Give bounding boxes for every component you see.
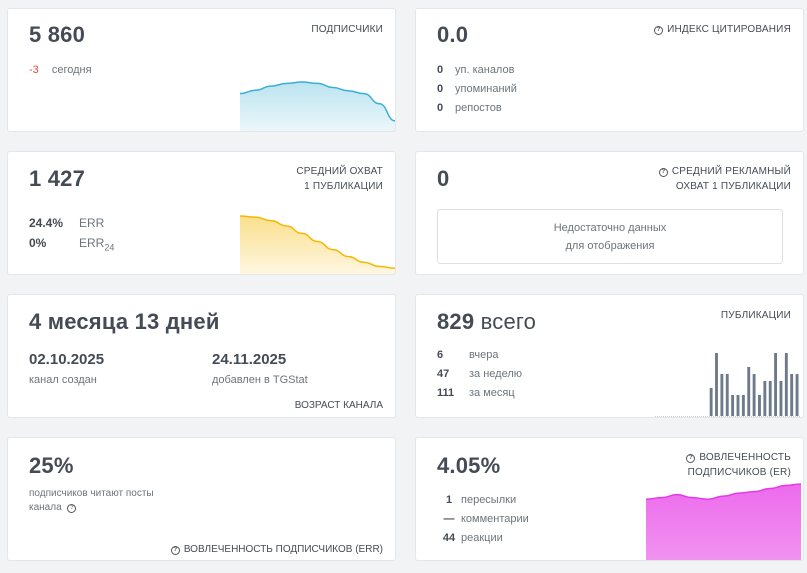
publications-bar[interactable] bbox=[741, 395, 745, 416]
publications-bar[interactable] bbox=[720, 374, 724, 416]
added-label: добавлен в TGStat bbox=[212, 374, 308, 386]
help-icon[interactable]: ? bbox=[658, 168, 668, 177]
err24-label: ERR bbox=[79, 236, 105, 250]
sparkline-area bbox=[240, 216, 395, 274]
help-icon[interactable]: ? bbox=[67, 504, 77, 513]
channel-age-footer: ВОЗРАСТ КАНАЛА bbox=[294, 400, 383, 411]
publications-bar[interactable] bbox=[774, 353, 778, 416]
publications-bar[interactable] bbox=[747, 367, 751, 416]
err-value: 24.4% bbox=[29, 216, 64, 230]
publications-bar[interactable] bbox=[709, 388, 713, 416]
subscribers-delta-row: -3 сегодня bbox=[29, 64, 92, 76]
reach-sparkline bbox=[240, 215, 395, 274]
ad-reach-card[interactable]: 0 ? СРЕДНИЙ РЕКЛАМНЫЙ ОХВАТ 1 ПУБЛИКАЦИИ … bbox=[415, 151, 804, 275]
err-card-footer: ? ВОВЛЕЧЕННОСТЬ ПОДПИСЧИКОВ (ERR) bbox=[170, 544, 383, 555]
publications-bar[interactable] bbox=[731, 395, 735, 416]
help-icon[interactable]: ? bbox=[170, 546, 180, 555]
subscribers-delta-label: сегодня bbox=[51, 64, 92, 76]
err-card[interactable]: 25% подписчиков читают посты канала ? ? В… bbox=[7, 437, 396, 561]
publications-label: ПУБЛИКАЦИИ bbox=[720, 310, 791, 321]
created-date: 02.10.2025 bbox=[29, 351, 105, 368]
help-icon[interactable]: ? bbox=[686, 454, 696, 463]
sparkline-line bbox=[646, 483, 801, 500]
publications-bar[interactable] bbox=[736, 395, 740, 416]
er-card-label: ? ВОВЛЕЧЕННОСТЬ ПОДПИСЧИКОВ (ER) bbox=[686, 452, 791, 478]
err-card-description: подписчиков читают посты канала ? bbox=[29, 488, 154, 513]
reach-label: СРЕДНИЙ ОХВАТ 1 ПУБЛИКАЦИИ bbox=[296, 166, 383, 192]
citation-index-value: 0.0 bbox=[437, 22, 469, 47]
publications-total: 829 всего bbox=[437, 309, 537, 334]
publications-bar[interactable] bbox=[795, 374, 799, 416]
citation-row: 0 уп. каналов bbox=[437, 64, 515, 76]
er-row: — комментарии bbox=[443, 513, 529, 525]
err24-row: 0% ERR24 bbox=[29, 236, 114, 252]
er-row: 1 пересылки bbox=[445, 494, 517, 506]
ad-reach-label: ? СРЕДНИЙ РЕКЛАМНЫЙ ОХВАТ 1 ПУБЛИКАЦИИ bbox=[658, 164, 791, 194]
publications-bar[interactable] bbox=[779, 381, 783, 416]
err-label: ERR bbox=[79, 216, 105, 230]
subscribers-sparkline bbox=[240, 81, 395, 131]
err-card-value: 25% bbox=[29, 453, 74, 478]
citation-row: 0 репостов bbox=[437, 102, 502, 114]
sparkline-line bbox=[240, 215, 395, 269]
reach-card[interactable]: 1 427 СРЕДНИЙ ОХВАТ 1 ПУБЛИКАЦИИ 24.4% ER… bbox=[7, 151, 396, 275]
citation-row: 0 упоминаний bbox=[437, 83, 517, 95]
created-label: канал создан bbox=[29, 374, 97, 386]
publications-bar[interactable] bbox=[790, 374, 794, 416]
publications-row: 111 за месяц bbox=[437, 387, 515, 399]
publications-bar[interactable] bbox=[752, 374, 756, 416]
publications-bar-chart bbox=[655, 353, 800, 417]
publications-bar[interactable] bbox=[715, 353, 718, 416]
no-data-text: Недостаточно данных bbox=[553, 222, 667, 234]
no-data-text: для отображения bbox=[565, 240, 655, 252]
subscribers-card[interactable]: 5 860 ПОДПИСЧИКИ -3 сегодня bbox=[7, 8, 396, 132]
channel-age-value: 4 месяца 13 дней bbox=[29, 309, 220, 334]
publications-row: 6 вчера bbox=[437, 349, 499, 361]
publications-bar[interactable] bbox=[784, 353, 788, 416]
publications-row: 47 за неделю bbox=[437, 368, 523, 380]
err24-value: 0% bbox=[29, 236, 47, 250]
no-data-box: Недостаточно данных для отображения bbox=[437, 209, 783, 264]
err-row: 24.4% ERR bbox=[29, 216, 104, 230]
sparkline-area bbox=[240, 82, 395, 131]
subscribers-delta: -3 bbox=[29, 64, 39, 76]
subscribers-label: ПОДПИСЧИКИ bbox=[311, 24, 383, 35]
publications-total-unit: всего bbox=[480, 309, 537, 334]
err24-sub: 24 bbox=[104, 242, 115, 253]
channel-age-card[interactable]: 4 месяца 13 дней 02.10.2025 канал создан… bbox=[7, 294, 396, 418]
er-sparkline bbox=[646, 483, 801, 560]
publications-card[interactable]: 829 всего ПУБЛИКАЦИИ 6 вчера 47 за неделю … bbox=[415, 294, 804, 418]
er-card-value: 4.05% bbox=[437, 453, 501, 478]
sparkline-area bbox=[646, 484, 801, 560]
citation-index-label: ? ИНДЕКС ЦИТИРОВАНИЯ bbox=[654, 22, 791, 37]
publications-bar[interactable] bbox=[768, 381, 772, 416]
help-icon[interactable]: ? bbox=[654, 26, 664, 35]
publications-bar[interactable] bbox=[725, 374, 729, 416]
subscribers-count: 5 860 bbox=[29, 22, 86, 47]
reach-value: 1 427 bbox=[29, 166, 86, 191]
ad-reach-value: 0 bbox=[437, 166, 450, 191]
added-date: 24.11.2025 bbox=[212, 351, 287, 368]
publications-bar[interactable] bbox=[758, 395, 761, 416]
publications-bar[interactable] bbox=[763, 381, 767, 416]
citation-card[interactable]: 0.0 ? ИНДЕКС ЦИТИРОВАНИЯ 0 уп. каналов 0 уп… bbox=[415, 8, 804, 132]
sparkline-line bbox=[240, 81, 395, 122]
er-row: 44 реакции bbox=[442, 532, 503, 544]
